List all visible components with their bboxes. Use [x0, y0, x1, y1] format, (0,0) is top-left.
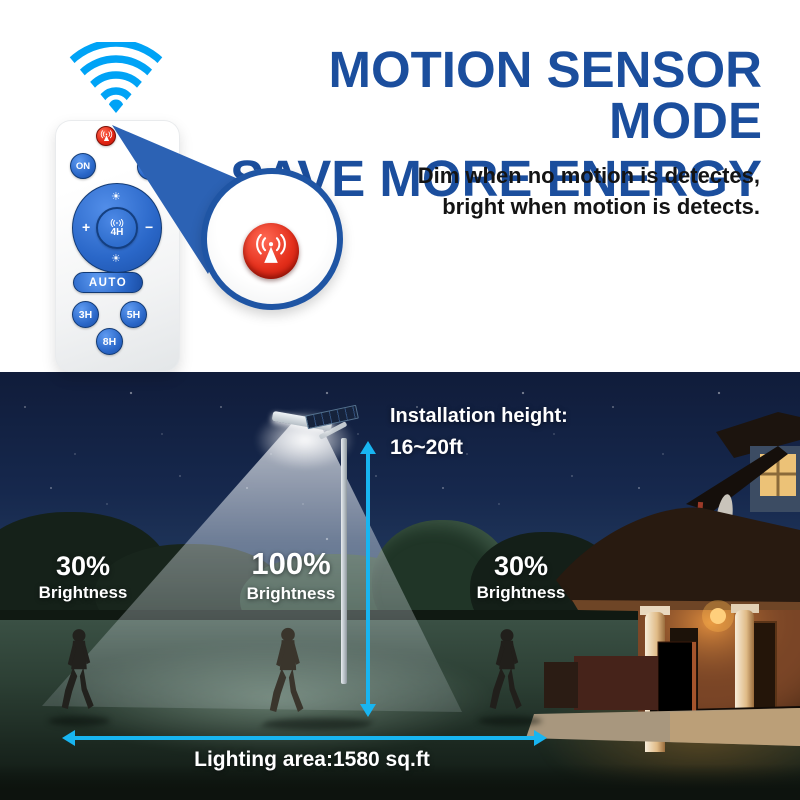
motion-sensor-icon-large — [256, 234, 286, 263]
title-line-1: MOTION SENSOR MODE — [328, 41, 762, 149]
brightness-label-right: 30% Brightness — [456, 552, 586, 603]
wifi-icon — [57, 32, 175, 119]
brightness-down-icon[interactable]: ☀ — [111, 253, 121, 265]
brightness-up-icon[interactable]: ☀ — [111, 191, 121, 203]
remote-control: ON OFF ☀ ☀ + − 4H AUTO 3H 5H 8H — [55, 120, 180, 372]
installation-height-value: 16~20ft — [390, 436, 463, 459]
foreground-grass — [0, 764, 800, 800]
arrow-line — [366, 452, 370, 706]
on-button[interactable]: ON — [70, 153, 96, 179]
lighting-area-label: Lighting area:1580 sq.ft — [194, 748, 430, 771]
brightness-word: Brightness — [476, 583, 566, 603]
header: MOTION SENSOR MODE SAVE MORE ENERGY Dim … — [0, 0, 800, 372]
shadow — [48, 716, 110, 726]
subtitle-line-2: bright when motion is detects. — [442, 194, 760, 220]
brightness-word: Brightness — [38, 583, 128, 603]
motion-sensor-button[interactable] — [96, 126, 116, 146]
height-arrow — [360, 441, 376, 717]
motion-sensor-icon — [100, 129, 112, 141]
area-arrow — [62, 730, 547, 746]
pedestrian-center — [269, 627, 304, 712]
timer-5h-button[interactable]: 5H — [120, 301, 147, 328]
house — [526, 412, 800, 752]
installation-height-title: Installation height: — [390, 405, 568, 427]
brightness-pct: 30% — [493, 551, 549, 581]
arrow-right-icon — [534, 730, 547, 746]
minus-button[interactable]: − — [145, 219, 154, 235]
subtitle: Dim when no motion is detectes, bright w… — [330, 160, 760, 222]
timer-3h-button[interactable]: 3H — [72, 301, 99, 328]
auto-button[interactable]: AUTO — [73, 272, 143, 293]
timer-8h-button[interactable]: 8H — [96, 328, 123, 355]
installation-height-label: Installation height: 16~20ft — [390, 406, 630, 458]
arrow-line — [73, 736, 536, 740]
brightness-word: Brightness — [246, 583, 336, 603]
off-button[interactable]: OFF — [137, 154, 163, 180]
pedestrian-right — [489, 629, 522, 709]
brightness-label-left: 30% Brightness — [18, 552, 148, 603]
subtitle-line-1: Dim when no motion is detectes, — [417, 163, 760, 188]
timer-4h-label: 4H — [110, 226, 124, 238]
arrow-down-icon — [360, 704, 376, 717]
brightness-pct: 100% — [251, 546, 331, 581]
shadow — [478, 716, 542, 726]
arrow-left-icon — [62, 730, 75, 746]
night-scene-photo: Installation height: 16~20ft 30% Brightn… — [0, 372, 800, 800]
brightness-label-center: 100% Brightness — [226, 546, 356, 604]
timer-4h-button[interactable]: 4H — [96, 207, 138, 249]
signal-icon — [110, 218, 124, 227]
plus-button[interactable]: + — [82, 219, 91, 235]
motion-sensor-button-magnified[interactable] — [243, 223, 299, 279]
brightness-pct: 30% — [55, 551, 111, 581]
pedestrian-left — [61, 629, 94, 709]
magnifier-circle — [201, 168, 343, 310]
